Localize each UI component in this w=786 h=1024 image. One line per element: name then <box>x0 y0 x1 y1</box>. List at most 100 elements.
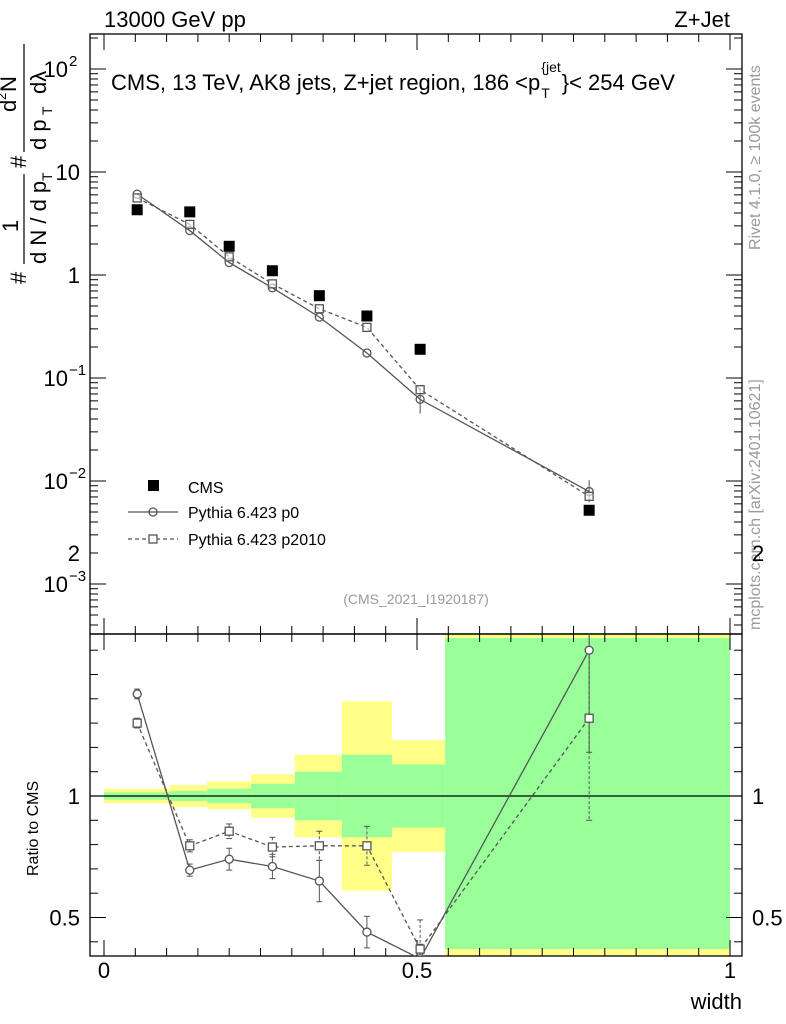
ratio-p2010-point <box>185 841 195 851</box>
ratio-y-tick-label-right: 1 <box>752 784 764 809</box>
svg-text:d N / d p: d N / d p <box>26 181 51 264</box>
p0-point <box>362 348 372 358</box>
p0-point <box>415 394 425 405</box>
legend-p2010-label: Pythia 6.423 p2010 <box>188 532 326 549</box>
main-y-tick-exp: −1 <box>69 362 86 379</box>
ratio-y-label: Ratio to CMS <box>25 781 42 876</box>
cms-point <box>313 290 325 302</box>
svg-text:dλ: dλ <box>26 71 51 94</box>
ratio-p0-point <box>314 876 324 886</box>
ratio-p0-point <box>267 861 278 872</box>
x-tick-label: 1 <box>724 958 736 983</box>
ratio-p0-point <box>362 927 372 937</box>
ratio-y-ticks: 0.5 0.5 1 1 2 2 <box>49 541 783 943</box>
analysis-id: (CMS_2021_I1920187) <box>343 591 489 607</box>
x-axis-label: width <box>690 989 742 1014</box>
ratio-y-tick-label-right: 0.5 <box>752 906 783 931</box>
p2010-point <box>314 304 324 314</box>
cms-point <box>266 265 278 277</box>
ratio-p2010-point <box>224 826 234 836</box>
green-band-7 <box>445 638 730 950</box>
p2010-point <box>584 491 594 501</box>
svg-text:d p: d p <box>26 119 51 150</box>
main-y-tick-label-5: 10 −3 <box>44 568 87 597</box>
x-tick-label: 0.5 <box>402 958 433 983</box>
p2010-point <box>185 219 195 230</box>
main-y-tick-base: 10 <box>44 572 68 597</box>
ratio-frame <box>89 633 743 957</box>
main-title-sup: {jet <box>541 59 561 75</box>
header-process: Z+Jet <box>674 7 730 32</box>
svg-text:#: # <box>6 271 31 284</box>
ratio-y-tick-label: 1 <box>68 784 80 809</box>
main-y-tick-base: 10 <box>44 57 68 82</box>
legend-p2010-marker <box>148 534 158 544</box>
main-y-tick-label-4: 10 −2 <box>44 465 87 494</box>
svg-text:N: N <box>0 76 21 92</box>
svg-text:d: d <box>0 100 21 112</box>
legend-cms-label: CMS <box>188 480 224 497</box>
x-tick-label: 0 <box>98 958 110 983</box>
cms-point <box>361 310 373 322</box>
main-y-tick-label-2: 1 <box>68 263 80 288</box>
cms-point <box>223 240 235 252</box>
main-y-tick-label-3: 10 −1 <box>44 362 87 391</box>
mcplots-label: mcplots.cern.ch [arXiv:2401.10621] <box>747 379 764 630</box>
ratio-bands <box>104 634 730 956</box>
p2010-point <box>415 385 425 395</box>
main-title-end: }< 254 GeV <box>562 70 675 95</box>
ratio-p0-line <box>136 649 590 956</box>
p2010-point <box>362 322 372 333</box>
main-y-tick-base: 10 <box>44 469 68 494</box>
p2010-point <box>267 279 278 289</box>
p2010-point <box>224 252 234 262</box>
main-y-tick-exp: 2 <box>69 53 77 70</box>
main-y-axis-label: # 1 d N / d p T # d 2 N d p T dλ <box>0 44 55 284</box>
cms-point <box>414 343 426 355</box>
legend: CMS Pythia 6.423 p0 Pythia 6.423 p2010 <box>128 480 326 549</box>
x-ticks: 0 0.5 1 <box>98 34 736 983</box>
main-y-tick-exp: −3 <box>69 568 86 585</box>
main-title-text: CMS, 13 TeV, AK8 jets, Z+jet region, 186… <box>111 70 540 95</box>
legend-p0-label: Pythia 6.423 p0 <box>188 505 299 522</box>
main-title-sub: T <box>541 85 550 101</box>
main-title: CMS, 13 TeV, AK8 jets, Z+jet region, 186… <box>111 59 675 101</box>
ratio-p2010-point <box>415 944 425 954</box>
cms-point <box>131 204 143 216</box>
ratio-y-tick-label-right: 2 <box>752 541 764 566</box>
legend-cms-marker <box>148 480 159 491</box>
ratio-p2010-line <box>136 717 590 951</box>
ratio-y-tick-label: 2 <box>68 541 80 566</box>
rivet-label: Rivet 4.1.0, ≥ 100k events <box>747 65 764 250</box>
legend-p0-marker <box>148 507 158 517</box>
svg-text:1: 1 <box>0 220 23 232</box>
svg-text:2: 2 <box>0 93 9 100</box>
p0-line <box>136 193 590 493</box>
cms-point <box>583 504 595 516</box>
main-y-tick-base: 10 <box>44 366 68 391</box>
main-y-tick-base: 1 <box>68 263 80 288</box>
ratio-p0-point <box>224 854 234 864</box>
main-y-tick-exp: −2 <box>69 465 86 482</box>
main-y-tick-base: 10 <box>56 160 80 185</box>
main-y-tick-label-0: 10 2 <box>44 53 78 82</box>
main-series <box>131 189 595 516</box>
ratio-y-tick-label: 0.5 <box>49 906 80 931</box>
svg-text:T: T <box>39 172 55 181</box>
main-y-tick-label-1: 10 <box>56 160 80 185</box>
svg-text:#: # <box>6 155 31 168</box>
cms-point <box>184 206 196 218</box>
header-energy: 13000 GeV pp <box>104 7 246 32</box>
ratio-p2010-point <box>314 841 324 851</box>
p2010-point <box>132 193 142 203</box>
ratio-p2010-point <box>362 841 372 851</box>
ratio-p2010-point <box>267 842 278 852</box>
ratio-p0-point <box>416 954 424 956</box>
ratio-p2010-point <box>584 713 594 723</box>
ratio-p0-point <box>185 865 195 875</box>
ratio-p0-point <box>132 689 142 699</box>
ratio-p2010-point <box>132 718 142 728</box>
